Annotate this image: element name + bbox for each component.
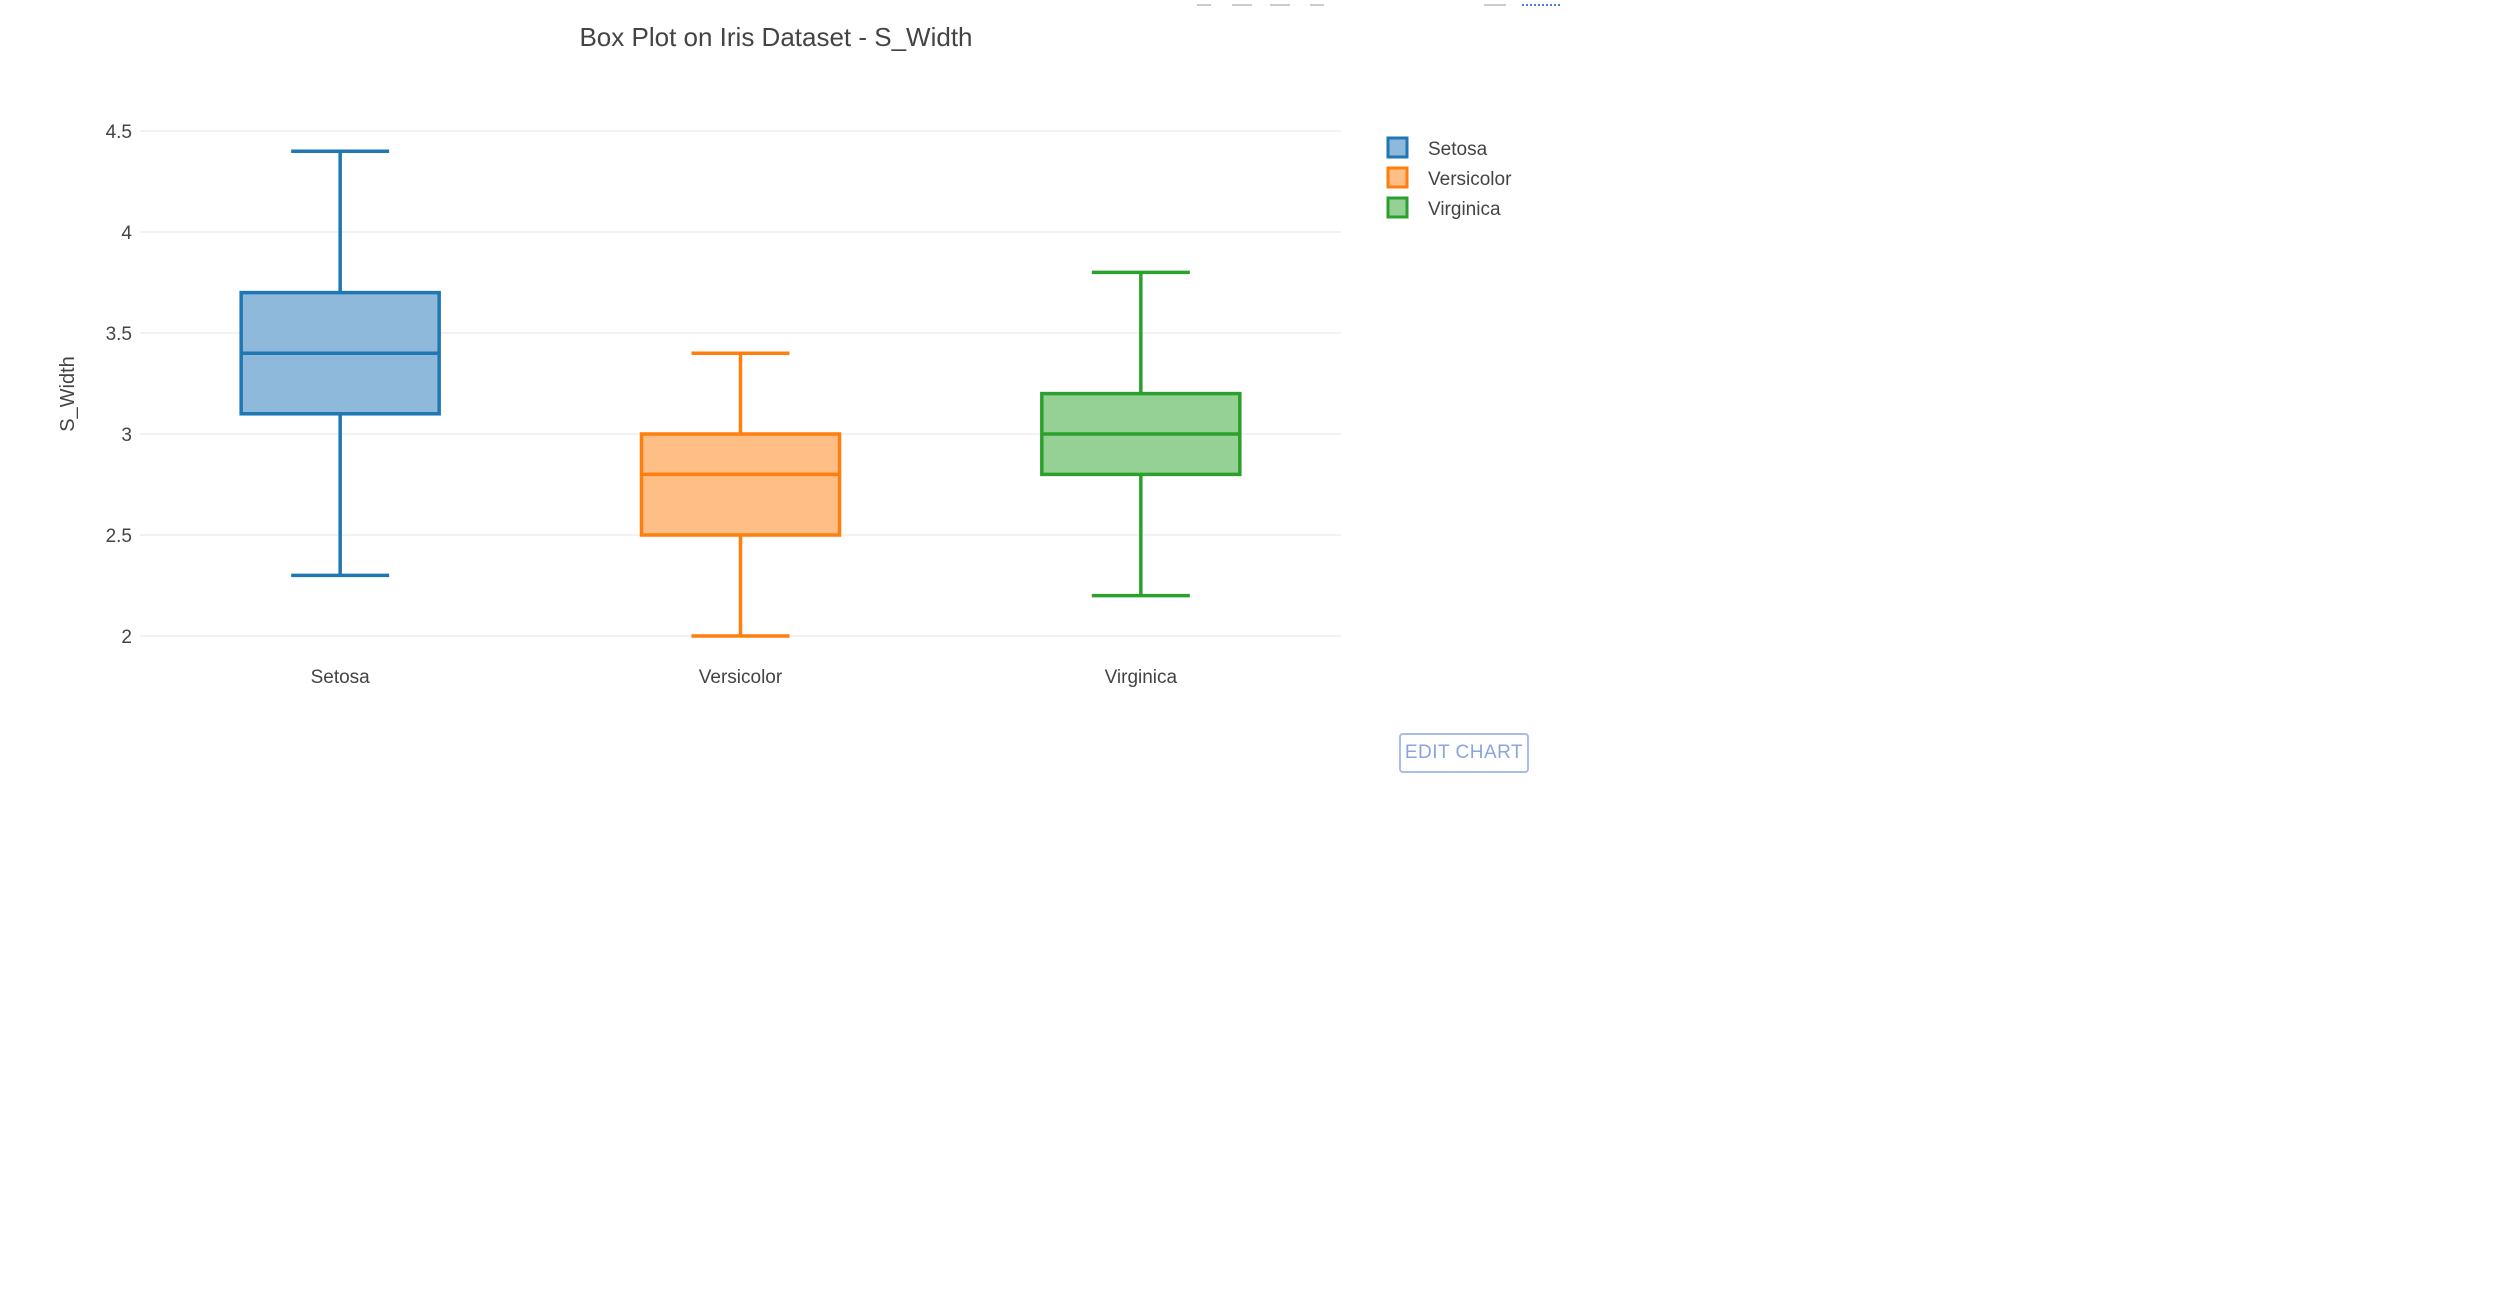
box-setosa [239,149,441,578]
y-tick-label: 4.5 [106,122,132,143]
legend-swatch [1386,166,1409,189]
box-iqr [639,432,842,537]
legend-item-virginica[interactable]: Virginica [1386,196,1501,220]
legend: Setosa Versicolor Virginica [1386,136,1512,220]
edit-chart-button[interactable]: EDIT CHART [1399,733,1529,773]
x-tick-label: Setosa [311,667,371,688]
legend-swatch [1386,136,1409,159]
pan-icon[interactable] [1197,0,1211,6]
zoom-out-icon[interactable] [1270,0,1290,6]
chart-title: Box Plot on Iris Dataset - S_Width [579,22,972,52]
legend-label: Versicolor [1428,169,1512,190]
box-plot-chart: Box Plot on Iris Dataset - S_Width S_Wid… [0,0,1562,806]
legend-swatch [1386,196,1409,219]
zoom-in-icon[interactable] [1232,0,1252,6]
box-virginica [1040,270,1242,598]
y-tick-labels: 2 2.5 3 3.5 4 4.5 [106,122,133,648]
legend-label: Setosa [1428,139,1488,160]
y-tick-label: 3 [121,425,132,446]
x-tick-label: Versicolor [699,667,783,688]
box-versicolor [639,351,842,638]
x-tick-labels: Setosa Versicolor Virginica [311,667,1178,688]
autoscale-icon[interactable] [1310,0,1324,6]
y-tick-label: 2 [121,627,132,648]
chart-canvas: Box Plot on Iris Dataset - S_Width S_Wid… [57,22,1512,688]
compare-hover-icon[interactable] [1484,0,1506,6]
y-tick-label: 2.5 [106,526,132,547]
y-axis-label: S_Width [57,356,79,432]
legend-item-setosa[interactable]: Setosa [1386,136,1488,160]
x-tick-label: Virginica [1105,667,1178,688]
legend-item-versicolor[interactable]: Versicolor [1386,166,1512,190]
y-tick-label: 4 [121,223,132,244]
logo-icon[interactable] [1522,0,1560,6]
chart-modebar [1142,0,1562,6]
box-series [239,149,1242,638]
legend-label: Virginica [1428,199,1501,220]
y-tick-label: 3.5 [106,324,132,345]
